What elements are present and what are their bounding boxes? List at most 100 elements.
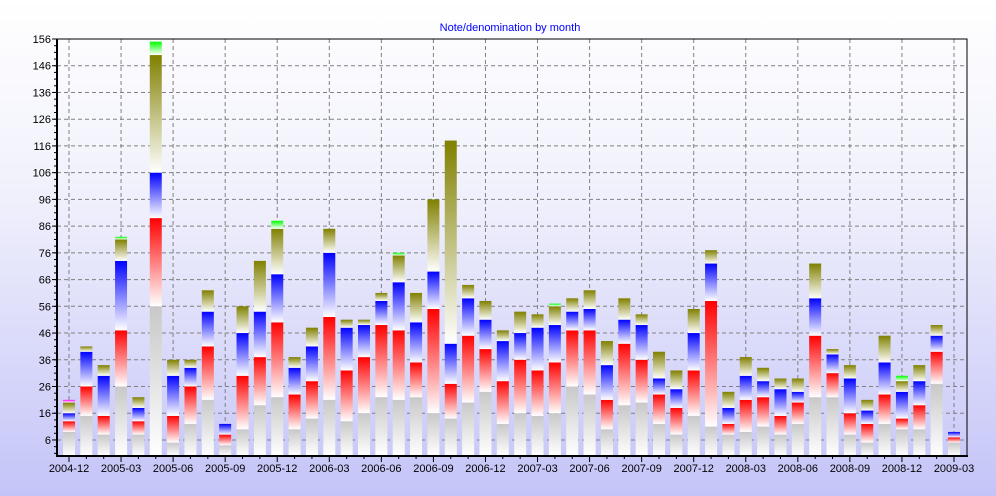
bar-segment [115,330,128,387]
bar-segment [132,397,145,408]
bar-segment [635,402,648,456]
bar-segment [739,357,752,376]
bar-segment [635,325,648,360]
bar-segment [392,255,405,283]
bar-segment [410,362,423,398]
x-tick-label: 2007-12 [674,463,714,475]
bar-segment [600,341,613,366]
bar-segment [63,431,75,456]
bar-segment [948,442,960,456]
y-tick-label: 66 [39,275,51,287]
bar-segment [149,41,162,56]
bar-segment [340,319,353,328]
y-tick-label: 146 [33,61,51,73]
bar-segment [271,220,284,229]
bar-segment [392,252,405,256]
bar-segment [653,351,665,379]
bar-segment [809,397,822,456]
bar-segment [531,370,544,416]
bar-segment [444,418,457,456]
bar-segment [791,423,804,456]
bar-segment [323,399,336,456]
bar-segment [826,373,839,398]
bar-segment [687,415,700,456]
bar-segment [184,359,197,368]
bar-segment [479,349,492,392]
bar-segment [566,298,579,312]
bar-segment [115,239,128,261]
bar-segment [271,228,284,275]
bar-segment [167,442,180,456]
x-tick-label: 2005-03 [101,463,141,475]
bar-segment [392,399,405,456]
bar-segment [427,413,440,456]
bar-segment [531,415,544,456]
bar-segment [722,391,735,408]
bar-segment [757,397,770,427]
bar-segment [201,399,214,456]
bar-segment [653,423,665,456]
bar-segment [774,389,787,416]
bar-segment [201,311,214,347]
bar-segment [236,306,249,334]
bar-segment [410,322,423,363]
bar-segment [149,55,162,173]
bar-segment [739,431,752,456]
bar-segment [496,341,509,382]
bar-segment [618,343,631,406]
bar-segment [253,260,266,312]
y-tick-label: 106 [33,168,51,180]
bar-segment [253,311,266,358]
bar-segment [236,429,249,456]
bar-segment [687,370,700,416]
bar-segment [670,434,683,456]
bar-segment [375,397,388,456]
bar-segment [149,172,162,219]
bar-segment [63,413,75,422]
bar-segment [63,399,75,403]
bar-segment [895,429,908,456]
bar-segment [531,314,544,328]
x-tick-label: 2006-12 [465,463,505,475]
bar-segment [97,375,110,416]
bar-segment [253,357,266,406]
bar-segment [358,319,370,326]
bar-segment [132,407,145,422]
bar-segment [600,365,613,400]
bar-segment [201,290,214,312]
bar-segment [774,434,787,456]
bar-segment [583,394,596,456]
bar-segment [375,292,388,301]
bar-segment [479,300,492,320]
bar-segment [288,367,301,395]
bar-segment [705,426,718,456]
x-tick-label: 2004-12 [49,463,89,475]
bar-segment [63,402,75,414]
bar-segment [479,391,492,456]
bar-segment [809,298,822,336]
bar-segment [427,199,440,272]
bar-segment [705,263,718,301]
bar-segment [340,421,353,456]
bar-segment [288,429,301,456]
bar-segment [566,311,579,331]
bar-segment [444,383,457,419]
bar-segment [184,367,197,387]
y-tick-label: 116 [33,141,51,153]
x-tick-label: 2009-03 [934,463,974,475]
bar-segment [462,402,475,456]
bar-segment [236,333,249,376]
bar-segment [861,410,874,424]
x-tick-label: 2005-12 [257,463,297,475]
y-tick-label: 156 [33,34,51,46]
bar-segment [757,367,770,382]
bar-segment [948,437,960,443]
bar-segment [895,381,908,392]
bar-segment [323,317,336,400]
bar-segment [548,306,561,326]
bar-segment [739,399,752,432]
bar-segment [774,378,787,390]
bar-segment [132,434,145,456]
x-tick-label: 2008-09 [830,463,870,475]
bar-segment [913,381,926,406]
